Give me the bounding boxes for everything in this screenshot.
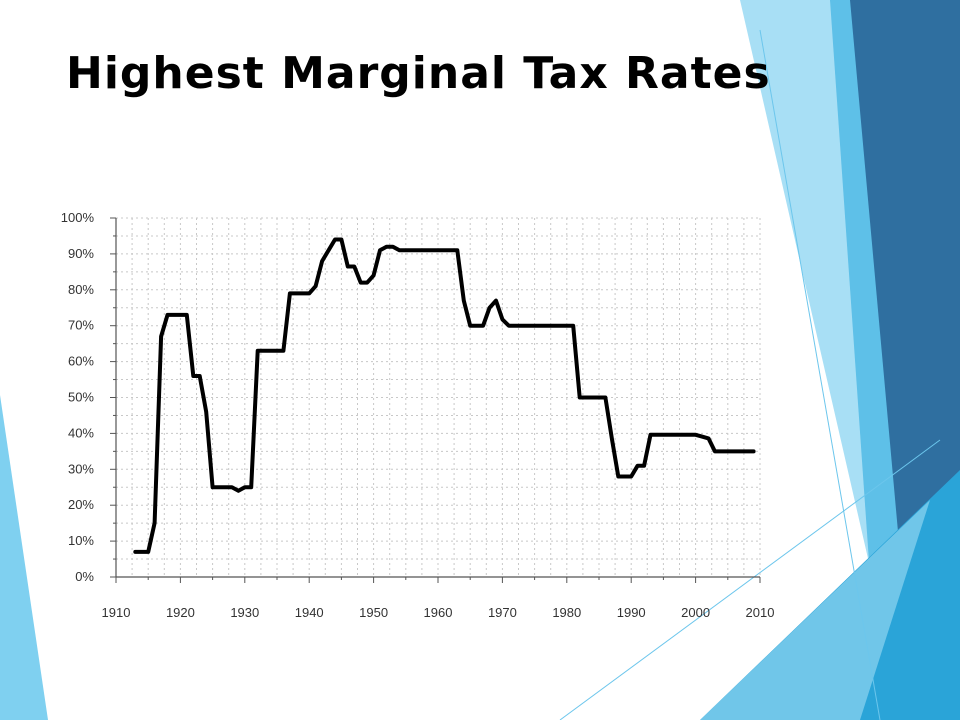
x-tick-label: 1980 [552,605,581,620]
y-tick-label: 50% [68,390,94,405]
y-tick-label: 0% [75,569,94,584]
right-bottom-wedge [700,470,960,720]
decor-line-2 [559,439,941,720]
chart-axes [110,217,761,583]
y-tick-label: 80% [68,282,94,297]
x-tick-label: 1960 [424,605,453,620]
y-tick-label: 70% [68,318,94,333]
right-bottom-light-wedge [700,500,930,720]
x-tick-label: 1910 [102,605,131,620]
series-line [133,237,756,554]
x-tick-label: 1920 [166,605,195,620]
x-tick-label: 2000 [681,605,710,620]
x-tick-label: 2010 [746,605,775,620]
chart-tick-labels: 0% 10% 20% 30% 40% 50% 60% 70% 80% 90% 100% 1910 192… [61,210,775,620]
y-tick-label: 60% [68,354,94,369]
y-tick-label: 30% [68,461,94,476]
x-tick-label: 1950 [359,605,388,620]
y-tick-label: 100% [61,210,95,225]
decor-line-1 [759,29,881,720]
chart-series [133,237,756,554]
y-tick-label: 40% [68,425,94,440]
x-tick-label: 1930 [230,605,259,620]
x-tick-label: 1940 [295,605,324,620]
y-tick-label: 20% [68,497,94,512]
x-tick-label: 1990 [617,605,646,620]
x-tick-label: 1970 [488,605,517,620]
y-tick-label: 90% [68,246,94,261]
chart-grid [115,217,761,578]
y-tick-label: 10% [68,533,94,548]
left-edge-band [0,395,48,720]
slide-title: Highest Marginal Tax Rates [66,48,771,99]
